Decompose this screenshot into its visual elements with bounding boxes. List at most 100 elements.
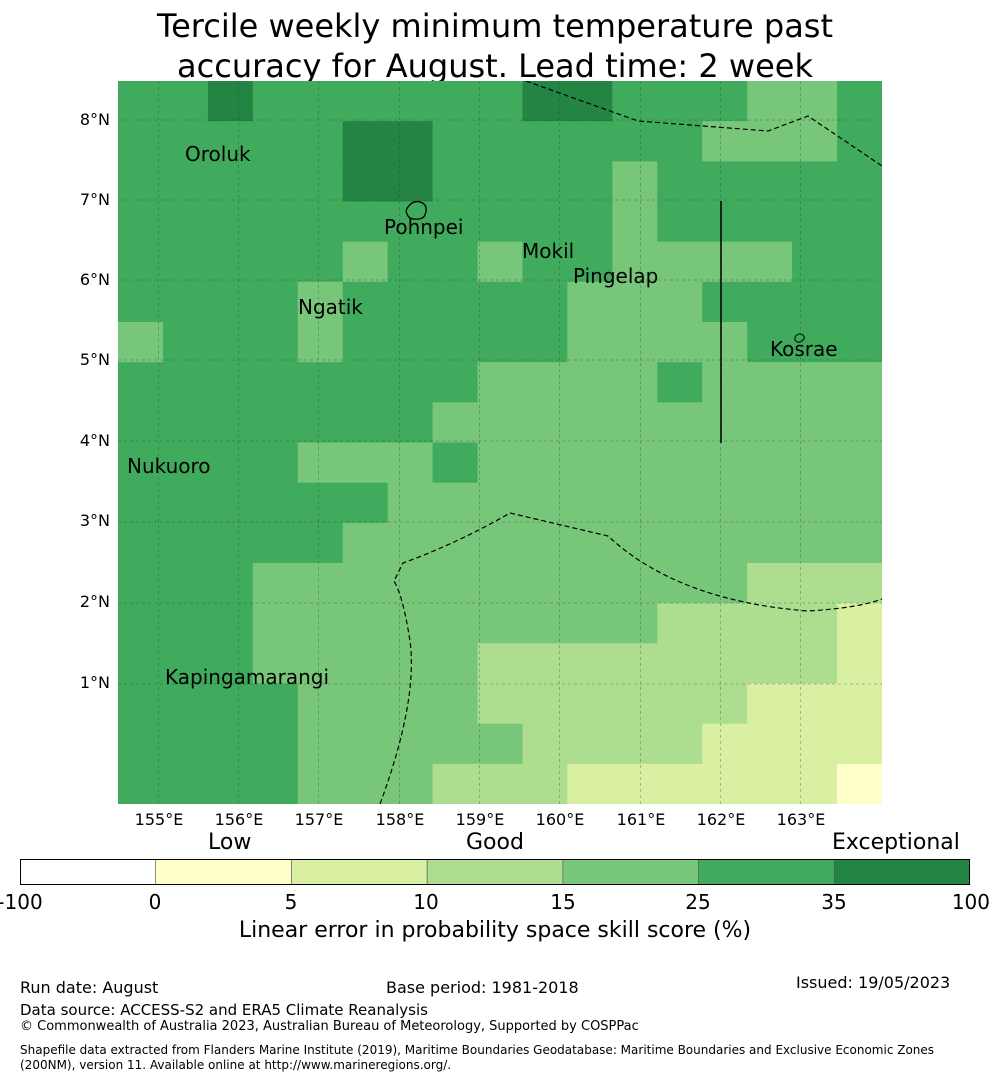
grid-cell [837,723,883,765]
grid-cell [297,603,344,644]
grid-cell [432,161,479,203]
place-label-ngatik: Ngatik [298,295,363,319]
grid-cell [747,281,793,323]
grid-cell [252,402,299,444]
grid-cell [207,201,254,243]
grid-cell [477,763,524,805]
grid-cell [342,241,389,283]
grid-cell [432,81,479,122]
grid-cell [792,763,838,805]
grid-cell [837,121,883,162]
grid-cell [162,522,209,564]
grid-cell [297,322,344,363]
issued-date: Issued: 19/05/2023 [796,973,951,992]
grid-cell [747,81,793,122]
grid-cell [432,281,479,323]
grid-cell [567,603,613,644]
place-label-kapingamarangi: Kapingamarangi [165,665,329,689]
grid-cell [702,201,748,243]
grid-cell [522,683,569,725]
lon-label-155e: 155°E [134,810,184,829]
grid-cell [612,643,658,685]
grid-cell [702,161,748,203]
grid-cell [477,603,524,644]
grid-cell [297,482,344,524]
lat-label-8n: 8°N [79,110,110,129]
grid-cell [297,281,344,323]
grid-cell [207,723,254,765]
grid-cell [432,683,479,725]
grid-cell [702,322,748,363]
grid-cell [118,563,164,604]
grid-cell [342,723,389,765]
grid-cell [118,763,164,805]
grid-cell [747,402,793,444]
grid-cell [118,442,164,484]
grid-cell [567,683,613,725]
colorbar-tick-25: 25 [685,890,711,914]
grid-cell [522,442,569,484]
grid-cell [837,81,883,122]
grid-cell [162,121,209,162]
grid-cell [477,362,524,403]
grid-cell [297,81,344,122]
grid-cell [477,683,524,725]
grid-cell [612,683,658,725]
grid-cell [387,482,434,524]
grid-cell [118,402,164,444]
grid-cell [207,161,254,203]
grid-cell [747,763,793,805]
category-low: Low [208,830,252,855]
grid-cell [297,121,344,162]
grid-cell [612,161,658,203]
grid-cell [207,603,254,644]
grid-cell [432,723,479,765]
grid-cell [387,683,434,725]
grid-cell [207,643,254,685]
grid-cell [387,81,434,122]
grid-cell [792,161,838,203]
skill-map-canvas: Oroluk Pohnpei Mokil Pingelap Ngatik Kos… [118,80,883,805]
grid-cell [252,482,299,524]
grid-cell [118,522,164,564]
grid-cell [702,241,748,283]
grid-cell [297,402,344,444]
grid-cell [612,603,658,644]
grid-cell [477,643,524,685]
colorbar-tick-5: 5 [284,890,298,914]
grid-cell [477,563,524,604]
grid-cell [747,563,793,604]
category-exceptional: Exceptional [832,830,960,855]
grid-cell [657,643,703,685]
grid-cell [522,402,569,444]
grid-cell [477,81,524,122]
lon-label-156e: 156°E [214,810,264,829]
grid-cell [837,402,883,444]
place-label-pingelap: Pingelap [573,264,658,288]
grid-cell [342,201,389,243]
colorbar-segment [833,859,970,885]
grid-cell [118,121,164,162]
grid-cell [118,362,164,403]
grid-cell [432,603,479,644]
eez-boundary-south [379,512,883,805]
grid-cell [657,121,703,162]
grid-cell [297,723,344,765]
grid-cell [207,322,254,363]
grid-cell [702,763,748,805]
grid-cell [522,201,569,243]
grid-cell [342,362,389,403]
kosrae-island [794,333,805,343]
grid-cell [657,281,703,323]
grid-cell [207,683,254,725]
grid-cell [747,121,793,162]
grid-cell [297,442,344,484]
grid-cell [702,362,748,403]
data-source: Data source: ACCESS-S2 and ERA5 Climate … [20,1001,428,1019]
grid-cell [207,402,254,444]
grid-cell [297,161,344,203]
grid-cell [162,241,209,283]
grid-cell [792,723,838,765]
grid-cell [342,442,389,484]
grid-cell [567,201,613,243]
